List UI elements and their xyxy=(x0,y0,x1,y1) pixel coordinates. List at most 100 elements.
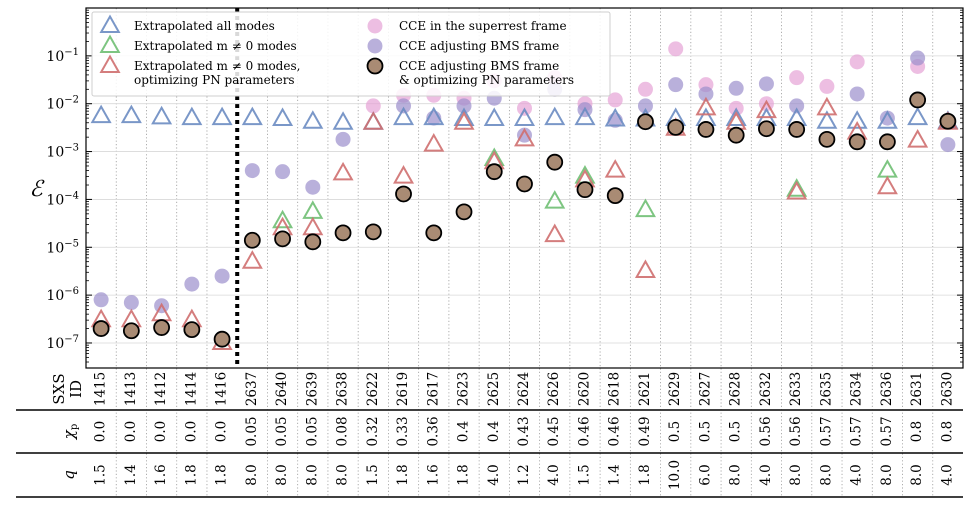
data-point-s4 xyxy=(910,50,926,66)
data-point-s5 xyxy=(697,121,715,138)
data-point-s1 xyxy=(634,198,656,218)
data-point-s1 xyxy=(302,200,324,219)
data-point-s5 xyxy=(848,133,866,151)
legend-marker xyxy=(99,34,121,54)
sxs-id-cell: 2632 xyxy=(758,372,774,406)
legend-label: Extrapolated m ≠ 0 modes, xyxy=(134,59,300,73)
data-point-s2 xyxy=(544,223,566,243)
data-point-s3 xyxy=(789,70,805,86)
data-point-s0 xyxy=(362,111,384,130)
data-point-s4 xyxy=(123,295,139,311)
y-tick-label: 10−5 xyxy=(46,238,79,256)
chi-p-cell: 0.36 xyxy=(425,416,441,446)
data-point-s5 xyxy=(122,322,140,340)
data-point-s0 xyxy=(483,107,505,127)
data-point-s5 xyxy=(304,233,322,251)
data-point-s5 xyxy=(939,112,957,130)
q-cell: 8.0 xyxy=(788,464,804,485)
data-point-s2 xyxy=(755,99,777,119)
data-point-s4 xyxy=(275,164,291,180)
sxs-id-cell: 2639 xyxy=(304,372,320,406)
legend-marker xyxy=(367,38,383,54)
data-point-s4 xyxy=(758,76,774,92)
sxs-id-cell: 2622 xyxy=(365,372,381,406)
legend-marker xyxy=(367,18,383,34)
data-point-s2 xyxy=(876,175,898,195)
data-point-s4 xyxy=(637,98,653,114)
data-point-s4 xyxy=(668,77,684,93)
chi-p-cell: 0.0 xyxy=(214,421,230,442)
data-point-s0 xyxy=(604,107,626,127)
legend-box xyxy=(91,11,611,97)
legend-label: Extrapolated all modes xyxy=(134,19,275,33)
data-point-s2 xyxy=(513,127,536,147)
data-point-s5 xyxy=(788,121,806,138)
data-point-s0 xyxy=(302,110,324,129)
data-point-s2 xyxy=(634,259,656,278)
q-cell: 8.0 xyxy=(728,464,744,485)
sxs-id-cell: 2634 xyxy=(849,372,865,406)
sxs-id-cell: 1416 xyxy=(214,372,230,406)
data-point-s5 xyxy=(334,224,352,242)
chi-p-cell: 0.57 xyxy=(849,416,865,446)
row-label-q: q xyxy=(60,470,78,480)
data-point-s0 xyxy=(876,110,898,129)
data-point-s0 xyxy=(181,106,203,126)
q-cell: 1.5 xyxy=(365,464,381,485)
q-cell: 1.6 xyxy=(153,464,169,485)
sxs-id-cell: 2620 xyxy=(576,372,592,406)
legend-label: optimizing PN parameters xyxy=(134,73,295,87)
data-point-s0 xyxy=(513,107,536,127)
legend-label: CCE adjusting BMS frame xyxy=(399,59,559,73)
data-point-s1 xyxy=(876,159,898,178)
chi-p-cell: 0.56 xyxy=(758,416,774,446)
data-point-s1 xyxy=(544,190,566,209)
q-cell: 1.8 xyxy=(637,464,653,485)
data-point-s5 xyxy=(425,224,443,242)
sxs-id-cell: 2624 xyxy=(516,372,532,406)
chi-p-cell: 0.33 xyxy=(395,416,411,446)
data-point-s2 xyxy=(604,159,626,178)
data-point-s2 xyxy=(907,128,929,148)
data-point-s3 xyxy=(819,78,835,94)
q-cell: 6.0 xyxy=(697,464,713,485)
data-point-s5 xyxy=(364,223,382,241)
q-cell: 1.6 xyxy=(425,464,441,485)
data-point-s5 xyxy=(243,231,261,249)
chi-p-cell: 0.08 xyxy=(335,416,351,446)
data-point-s0 xyxy=(725,107,747,127)
sxs-id-cell: 1412 xyxy=(153,372,169,406)
data-point-s2 xyxy=(695,96,717,116)
data-point-s2 xyxy=(453,111,475,130)
data-point-s4 xyxy=(879,110,895,126)
data-point-s4 xyxy=(698,86,714,102)
q-cell: 8.0 xyxy=(879,464,895,485)
sxs-id-cell: 2637 xyxy=(244,372,260,406)
sxs-id-cell: 2625 xyxy=(486,372,502,406)
sxs-id-cell: 2628 xyxy=(728,372,744,406)
q-cell: 1.2 xyxy=(516,464,532,485)
sxs-id-cell: 1415 xyxy=(93,372,109,406)
chi-p-cell: 0.56 xyxy=(788,416,804,446)
data-point-s2 xyxy=(332,161,354,181)
data-point-s3 xyxy=(607,92,623,108)
data-point-s0 xyxy=(423,106,445,126)
data-point-s2 xyxy=(423,133,445,152)
chi-p-cell: 0.45 xyxy=(546,416,562,446)
q-cell: 1.5 xyxy=(576,464,592,485)
data-point-s2 xyxy=(393,165,415,184)
q-cell: 1.8 xyxy=(214,464,230,485)
data-point-s5 xyxy=(153,319,171,336)
legend-marker xyxy=(99,14,121,34)
q-cell: 8.0 xyxy=(244,464,260,485)
data-point-s5 xyxy=(395,185,412,203)
chi-p-cell: 0.4 xyxy=(456,421,472,442)
chi-p-cell: 0.0 xyxy=(153,421,169,442)
q-cell: 8.0 xyxy=(818,464,834,485)
data-point-s4 xyxy=(728,80,744,96)
sxs-id-cell: 1414 xyxy=(183,372,199,406)
data-point-s5 xyxy=(516,175,533,193)
row-label-chi: χp xyxy=(60,424,80,441)
chi-p-cell: 0.32 xyxy=(365,416,381,446)
